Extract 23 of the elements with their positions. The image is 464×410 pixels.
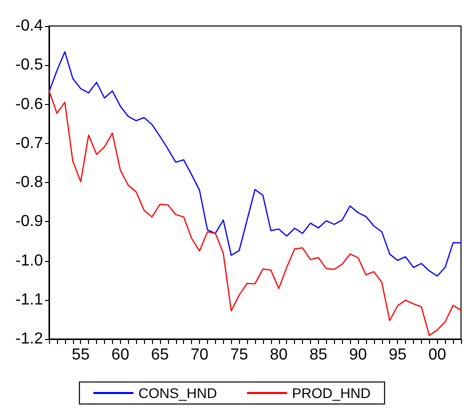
x-tick-label: 75 <box>230 346 248 364</box>
legend-label: PROD_HND <box>292 385 371 401</box>
x-tick-label: 80 <box>270 346 288 364</box>
x-tick-label: 90 <box>349 346 367 364</box>
y-tick-label: -0.8 <box>15 174 44 191</box>
y-tick-label: -0.4 <box>15 18 44 34</box>
x-tick-label: 95 <box>388 346 407 364</box>
y-tick-label: -0.6 <box>15 96 44 113</box>
y-tick-label: -0.9 <box>15 213 44 230</box>
line-series <box>48 51 462 277</box>
y-tick-label: -1.1 <box>15 291 44 308</box>
y-tick-label: -1.0 <box>15 252 44 270</box>
x-tick-label: 00 <box>428 346 446 364</box>
x-tick-label: 65 <box>151 346 169 364</box>
y-tick-label: -0.5 <box>15 56 44 74</box>
x-tick-label: 55 <box>72 346 90 364</box>
y-tick-label: -1.2 <box>15 330 44 348</box>
x-tick-label: 70 <box>190 346 209 364</box>
line-series <box>48 90 462 336</box>
legend-label: CONS_HND <box>138 385 218 401</box>
x-tick-label: 85 <box>309 346 328 364</box>
x-tick-label: 60 <box>111 346 130 364</box>
y-tick-label: -0.7 <box>15 134 44 152</box>
